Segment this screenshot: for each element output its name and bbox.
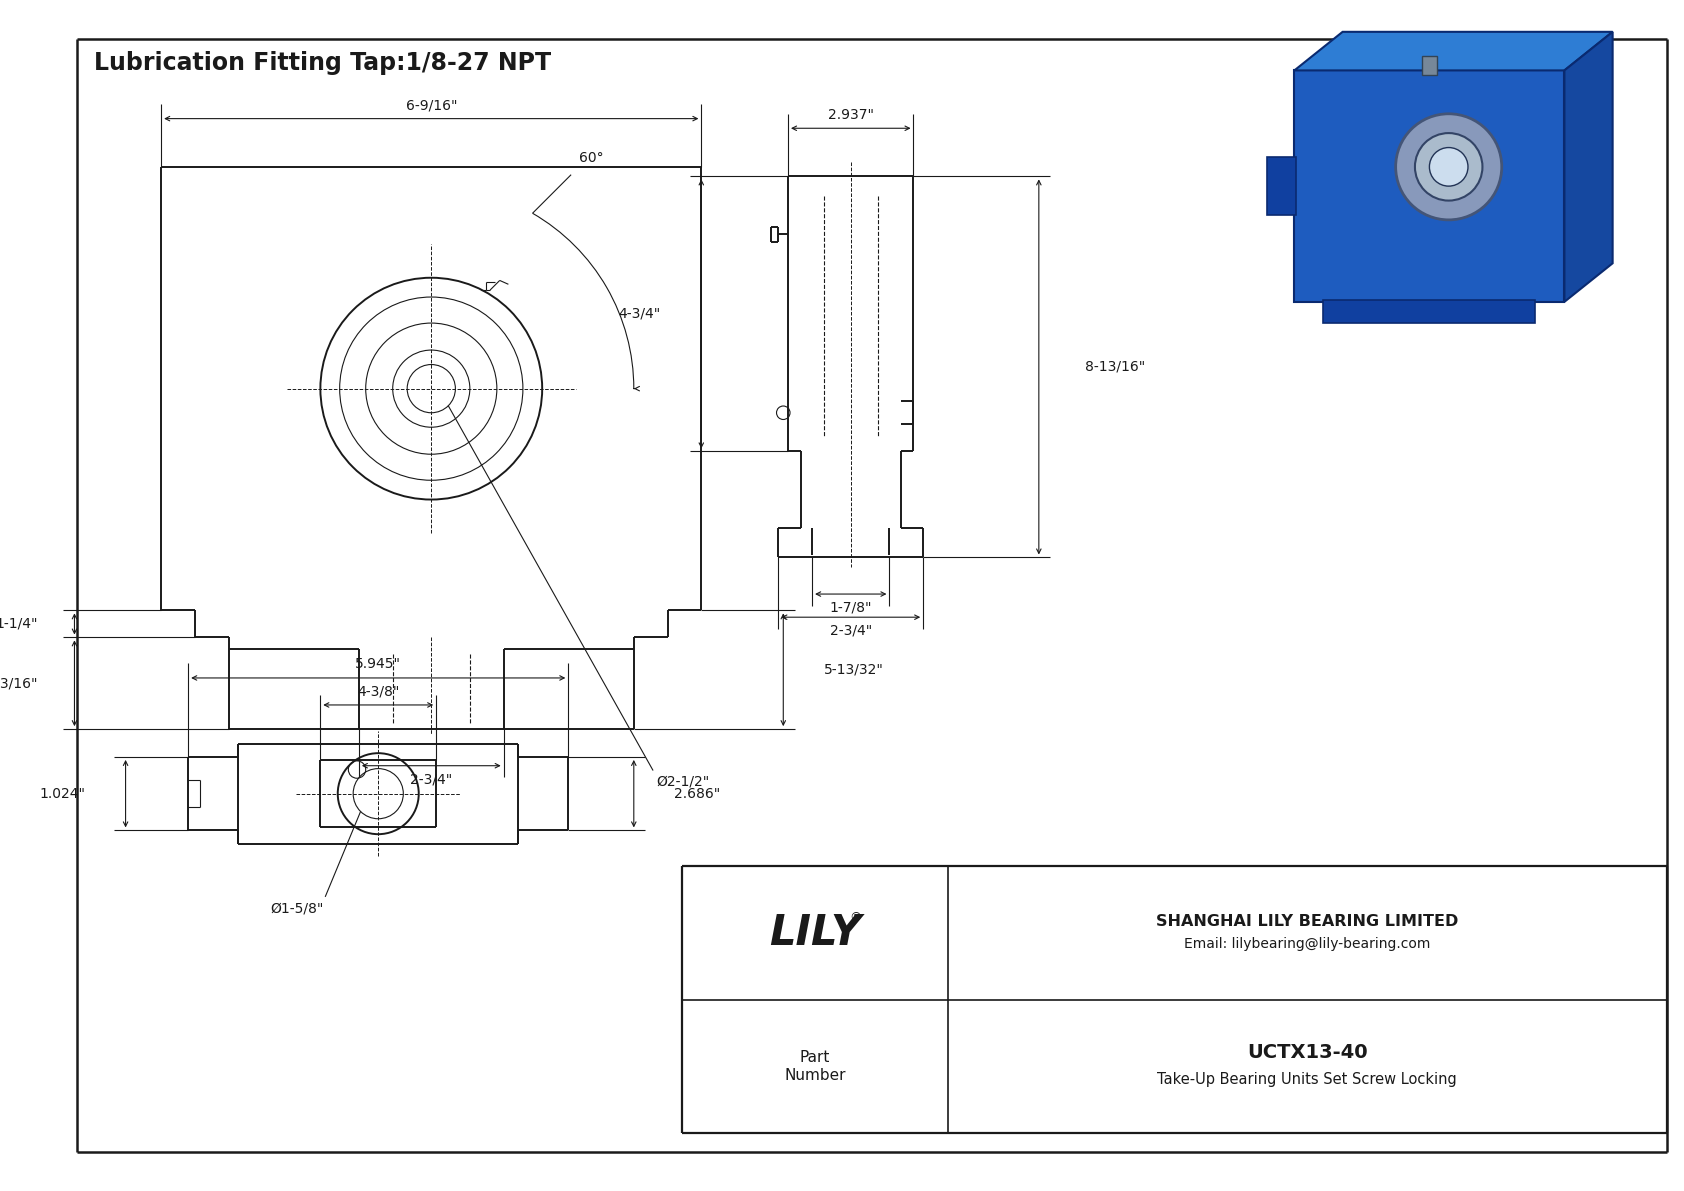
Text: 6-9/16": 6-9/16" [406,98,456,112]
Text: Take-Up Bearing Units Set Screw Locking: Take-Up Bearing Units Set Screw Locking [1157,1072,1457,1087]
Text: 8-13/16": 8-13/16" [1084,360,1145,374]
Bar [1324,300,1536,323]
Text: 4-3/8": 4-3/8" [357,685,399,698]
Text: 1-7/8": 1-7/8" [830,600,872,615]
Text: 1.024": 1.024" [39,787,86,800]
Text: 5-13/32": 5-13/32" [823,662,884,676]
Text: UCTX13-40: UCTX13-40 [1246,1043,1367,1062]
Bar [1421,56,1436,75]
Text: 1-1/4": 1-1/4" [0,617,37,631]
Text: 2.686": 2.686" [674,787,721,800]
Text: Part
Number: Part Number [785,1050,845,1083]
Text: SHANGHAI LILY BEARING LIMITED: SHANGHAI LILY BEARING LIMITED [1157,913,1458,929]
Text: Ø2-1/2": Ø2-1/2" [657,774,709,788]
Text: 2-3/4": 2-3/4" [830,624,872,637]
Text: 60°: 60° [579,151,603,166]
Text: 2.937": 2.937" [829,107,874,121]
Bar [1268,157,1297,216]
Circle shape [1415,133,1482,200]
Text: Lubrication Fitting Tap:1/8-27 NPT: Lubrication Fitting Tap:1/8-27 NPT [94,51,551,75]
Polygon shape [1295,32,1613,70]
Bar [1295,70,1564,301]
Text: 4-3/4": 4-3/4" [618,307,660,320]
Text: Email: lilybearing@lily-bearing.com: Email: lilybearing@lily-bearing.com [1184,937,1430,952]
Text: Ø1-5/8": Ø1-5/8" [269,902,323,916]
Polygon shape [1564,32,1613,301]
Text: 2-3/4": 2-3/4" [411,772,453,786]
Circle shape [1430,148,1468,186]
Text: 5.945": 5.945" [355,657,401,672]
Text: ®: ® [849,911,862,924]
Text: 13/16": 13/16" [0,676,37,691]
Text: LILY: LILY [770,912,861,954]
Circle shape [1396,114,1502,220]
